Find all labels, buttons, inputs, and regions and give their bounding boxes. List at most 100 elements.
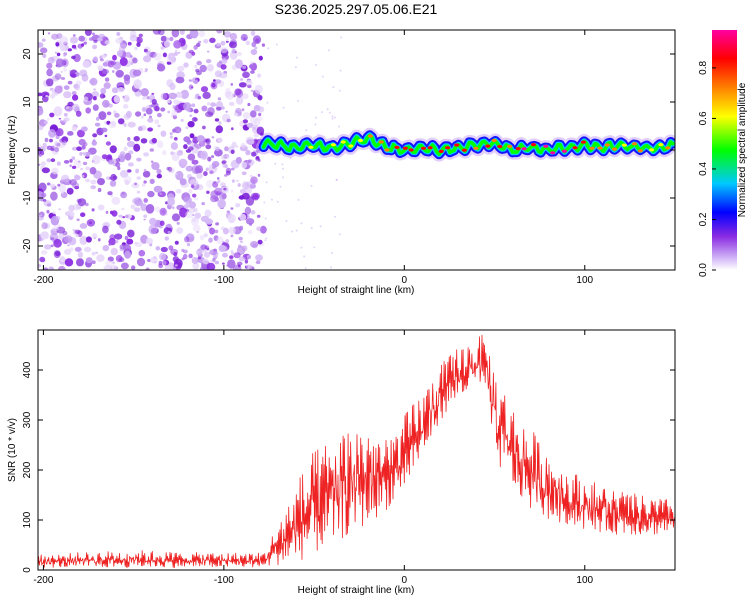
noise-blob xyxy=(40,47,48,54)
noise-blob xyxy=(63,91,72,99)
noise-blob xyxy=(104,221,110,226)
noise-blob xyxy=(172,105,176,109)
noise-blob xyxy=(225,110,228,113)
noise-blob xyxy=(192,262,200,270)
noise-blob xyxy=(79,69,88,77)
noise-blob xyxy=(133,136,140,142)
colorbar-tick-label: 0.2 xyxy=(698,212,709,226)
noise-blob xyxy=(172,128,176,133)
noise-blob xyxy=(222,227,229,235)
spectrogram-marks xyxy=(38,30,675,270)
noise-blob xyxy=(181,248,185,253)
noise-blob xyxy=(53,238,62,248)
noise-blob xyxy=(157,191,166,198)
snr-x-tick-label: -200 xyxy=(33,575,53,586)
noise-blob xyxy=(73,84,79,89)
figure-title: S236.2025.297.05.06.E21 xyxy=(275,1,438,17)
noise-blob xyxy=(120,262,129,270)
noise-blob xyxy=(253,133,259,138)
spectrogram-x-tick-label: -100 xyxy=(214,275,234,286)
noise-blob xyxy=(92,133,98,138)
noise-blob xyxy=(74,185,80,190)
noise-blob xyxy=(104,40,111,45)
noise-blob xyxy=(230,207,234,210)
noise-blob xyxy=(54,92,58,96)
sparse-noise-dot xyxy=(265,237,268,240)
noise-blob xyxy=(250,49,258,55)
noise-blob xyxy=(59,85,64,89)
noise-blob xyxy=(116,219,122,225)
signal-hotspot xyxy=(485,144,491,148)
noise-blob xyxy=(207,50,210,53)
noise-blob xyxy=(43,244,52,250)
noise-blob xyxy=(256,214,261,218)
noise-blob xyxy=(154,119,160,125)
noise-blob xyxy=(143,198,148,203)
noise-blob xyxy=(38,264,42,268)
noise-blob xyxy=(187,121,195,128)
noise-blob xyxy=(41,250,48,255)
noise-blob xyxy=(154,106,160,112)
noise-blob xyxy=(159,207,167,216)
noise-blob xyxy=(136,190,141,194)
noise-blob xyxy=(127,121,136,128)
noise-blob xyxy=(145,204,155,214)
noise-blob xyxy=(115,69,124,78)
noise-blob xyxy=(227,213,236,224)
noise-blob xyxy=(44,137,49,143)
noise-blob xyxy=(85,178,90,183)
noise-blob xyxy=(143,218,146,221)
sparse-noise-dot xyxy=(331,115,334,118)
noise-blob xyxy=(141,183,146,187)
noise-blob xyxy=(225,91,234,100)
noise-blob xyxy=(123,104,129,109)
noise-blob xyxy=(71,146,78,151)
sparse-noise-dot xyxy=(313,246,316,249)
sparse-noise-dot xyxy=(270,198,273,201)
noise-blob xyxy=(251,41,257,48)
noise-blob xyxy=(119,244,126,250)
noise-blob xyxy=(156,173,162,179)
noise-blob xyxy=(125,51,132,58)
noise-blob xyxy=(46,158,52,163)
noise-blob xyxy=(166,99,171,104)
noise-blob xyxy=(69,36,79,44)
noise-blob xyxy=(162,150,167,156)
noise-blob xyxy=(108,122,117,129)
noise-blob xyxy=(113,64,117,69)
noise-blob xyxy=(131,182,140,189)
noise-blob xyxy=(102,154,108,160)
noise-blob xyxy=(127,229,135,238)
noise-blob xyxy=(54,73,62,80)
noise-blob xyxy=(46,209,50,214)
noise-blob xyxy=(225,38,229,42)
noise-blob xyxy=(125,110,132,118)
noise-blob xyxy=(217,137,223,143)
noise-blob xyxy=(249,183,256,189)
noise-blob xyxy=(160,246,168,253)
noise-blob xyxy=(97,178,105,186)
sparse-noise-dot xyxy=(300,246,303,249)
noise-blob xyxy=(145,267,150,270)
noise-blob xyxy=(196,42,201,48)
noise-blob xyxy=(250,210,256,215)
noise-blob xyxy=(60,77,66,80)
noise-blob xyxy=(211,136,215,139)
noise-blob xyxy=(91,260,96,265)
snr-series-line xyxy=(38,334,675,568)
noise-blob xyxy=(174,264,178,267)
noise-blob xyxy=(67,101,74,107)
noise-blob xyxy=(168,166,173,172)
noise-blob xyxy=(257,73,262,78)
snr-y-tick-label: 400 xyxy=(22,361,33,378)
noise-blob xyxy=(240,142,246,148)
noise-blob xyxy=(257,116,263,121)
noise-blob xyxy=(102,99,110,108)
noise-blob xyxy=(245,40,251,46)
noise-blob xyxy=(192,193,197,198)
noise-blob xyxy=(242,111,251,120)
noise-blob xyxy=(132,57,138,64)
noise-blob xyxy=(58,233,64,240)
noise-blob xyxy=(69,211,75,217)
noise-blob xyxy=(38,143,41,147)
